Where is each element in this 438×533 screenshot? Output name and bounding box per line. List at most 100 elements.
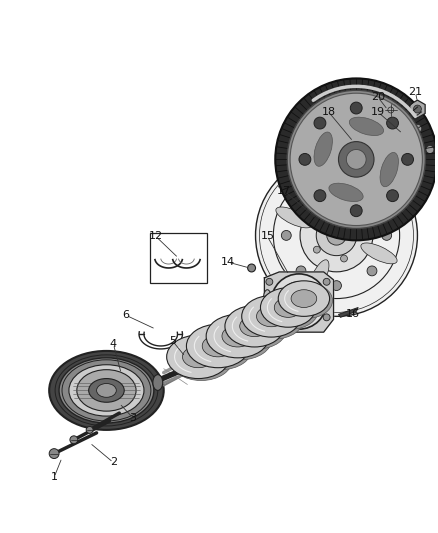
Polygon shape	[265, 272, 333, 332]
Circle shape	[300, 199, 373, 272]
Ellipse shape	[361, 243, 397, 264]
Circle shape	[313, 217, 320, 224]
Ellipse shape	[49, 351, 164, 430]
Circle shape	[266, 278, 273, 285]
Circle shape	[413, 105, 421, 113]
Ellipse shape	[96, 384, 117, 397]
Ellipse shape	[59, 358, 154, 423]
Circle shape	[389, 125, 397, 132]
Ellipse shape	[263, 290, 319, 329]
Circle shape	[255, 155, 417, 317]
Text: 4: 4	[110, 339, 117, 349]
Circle shape	[377, 146, 385, 154]
Text: 15: 15	[260, 231, 274, 241]
Ellipse shape	[242, 296, 301, 337]
Text: 2: 2	[110, 457, 117, 467]
Circle shape	[367, 266, 377, 276]
Circle shape	[402, 154, 413, 165]
Circle shape	[357, 232, 364, 239]
Text: 14: 14	[221, 257, 235, 267]
Circle shape	[340, 209, 347, 216]
Circle shape	[70, 436, 78, 444]
Text: 1: 1	[51, 472, 58, 482]
Ellipse shape	[263, 290, 271, 308]
Text: 18: 18	[321, 107, 336, 117]
Ellipse shape	[281, 283, 332, 318]
Ellipse shape	[206, 314, 269, 358]
Ellipse shape	[271, 274, 327, 329]
Circle shape	[266, 314, 273, 321]
Ellipse shape	[261, 288, 316, 327]
Circle shape	[327, 225, 346, 245]
Ellipse shape	[167, 335, 230, 378]
Circle shape	[332, 281, 342, 290]
Circle shape	[388, 107, 394, 113]
Circle shape	[339, 142, 374, 177]
Text: 20: 20	[371, 92, 385, 102]
Ellipse shape	[209, 317, 272, 360]
Ellipse shape	[276, 207, 312, 228]
Ellipse shape	[77, 370, 136, 411]
Circle shape	[316, 215, 357, 256]
Ellipse shape	[317, 290, 325, 308]
Ellipse shape	[202, 335, 234, 357]
Ellipse shape	[278, 281, 329, 317]
Ellipse shape	[329, 183, 363, 201]
Circle shape	[287, 90, 425, 229]
Text: 17: 17	[277, 186, 291, 196]
Circle shape	[346, 149, 366, 169]
Ellipse shape	[350, 117, 384, 135]
Circle shape	[340, 255, 347, 262]
Ellipse shape	[287, 290, 311, 313]
Circle shape	[387, 190, 399, 201]
Text: 3: 3	[130, 413, 137, 423]
Ellipse shape	[225, 305, 284, 347]
Polygon shape	[339, 308, 358, 317]
Circle shape	[374, 118, 437, 181]
Ellipse shape	[291, 290, 317, 308]
Circle shape	[290, 93, 422, 225]
FancyBboxPatch shape	[150, 233, 207, 283]
Ellipse shape	[222, 325, 254, 347]
Ellipse shape	[240, 316, 269, 337]
Ellipse shape	[308, 260, 329, 296]
Circle shape	[387, 131, 424, 168]
Circle shape	[332, 180, 342, 190]
Circle shape	[296, 195, 306, 205]
Circle shape	[367, 195, 377, 205]
Circle shape	[86, 426, 93, 433]
Circle shape	[350, 205, 362, 216]
Ellipse shape	[380, 152, 399, 187]
Circle shape	[426, 146, 434, 154]
Polygon shape	[410, 100, 425, 118]
Circle shape	[323, 314, 330, 321]
Ellipse shape	[189, 326, 253, 370]
Ellipse shape	[187, 324, 250, 368]
Circle shape	[296, 266, 306, 276]
Ellipse shape	[344, 175, 365, 211]
Circle shape	[314, 117, 326, 129]
Text: 16: 16	[346, 309, 360, 319]
Ellipse shape	[274, 297, 302, 317]
Circle shape	[398, 142, 413, 157]
Circle shape	[387, 117, 399, 129]
Ellipse shape	[170, 337, 233, 381]
Circle shape	[382, 230, 392, 240]
Ellipse shape	[245, 297, 304, 339]
Ellipse shape	[279, 282, 319, 321]
Circle shape	[385, 104, 397, 116]
Ellipse shape	[228, 308, 287, 349]
Ellipse shape	[314, 132, 332, 166]
Ellipse shape	[183, 346, 214, 368]
Text: 6: 6	[123, 310, 130, 320]
Circle shape	[313, 246, 320, 253]
Text: 21: 21	[408, 87, 423, 97]
Circle shape	[414, 125, 422, 132]
Text: 5: 5	[169, 336, 176, 346]
Circle shape	[275, 78, 437, 240]
Ellipse shape	[257, 306, 286, 327]
Circle shape	[281, 230, 291, 240]
Circle shape	[314, 190, 326, 201]
Ellipse shape	[88, 378, 124, 402]
Circle shape	[323, 278, 330, 285]
